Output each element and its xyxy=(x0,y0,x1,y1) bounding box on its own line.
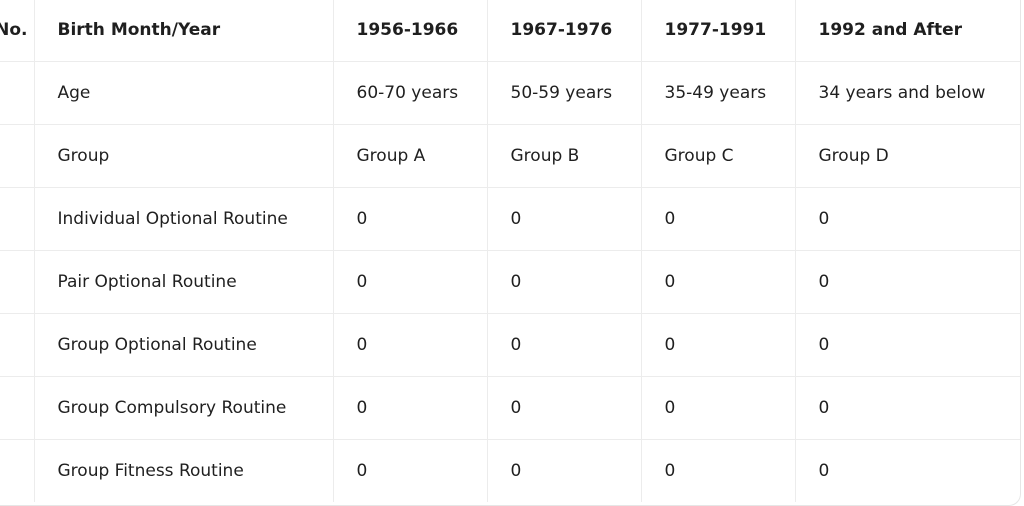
table-cell: 0 xyxy=(641,187,796,251)
row-label: Individual Optional Routine xyxy=(34,187,334,251)
table-cell: 0 xyxy=(487,439,642,502)
table-cell: Group B xyxy=(487,124,642,188)
table-cell: Group D xyxy=(795,124,1020,188)
table-cell: 0 xyxy=(795,187,1020,251)
table-cell: 0 xyxy=(333,439,488,502)
row-label: Group Optional Routine xyxy=(34,313,334,377)
table-cell xyxy=(0,124,35,188)
table-cell xyxy=(0,439,35,502)
table-cell: 0 xyxy=(487,376,642,440)
table-cell: 0 xyxy=(487,313,642,377)
column-header: Birth Month/Year xyxy=(34,0,334,62)
table-cell: 0 xyxy=(795,376,1020,440)
row-label: Group Compulsory Routine xyxy=(34,376,334,440)
column-header: 1967-1976 xyxy=(487,0,642,62)
table-cell: 0 xyxy=(487,187,642,251)
table-cell: Group C xyxy=(641,124,796,188)
table-row: Group Group A Group B Group C Group D xyxy=(0,124,1020,188)
table-row: Individual Optional Routine 0 0 0 0 xyxy=(0,187,1020,251)
table-row: Pair Optional Routine 0 0 0 0 xyxy=(0,250,1020,314)
table-cell: 0 xyxy=(795,313,1020,377)
table-cell: 50-59 years xyxy=(487,61,642,125)
table-cell: 0 xyxy=(333,250,488,314)
row-label: Age xyxy=(34,61,334,125)
table-cell: 34 years and below xyxy=(795,61,1020,125)
column-header: 1992 and After xyxy=(795,0,1020,62)
table-cell xyxy=(0,61,35,125)
table-cell: 0 xyxy=(641,313,796,377)
table-cell xyxy=(0,313,35,377)
table-cell xyxy=(0,376,35,440)
table-cell: 60-70 years xyxy=(333,61,488,125)
row-label: Group Fitness Routine xyxy=(34,439,334,502)
table-cell: 0 xyxy=(641,250,796,314)
table-cell: 0 xyxy=(333,313,488,377)
row-label: Group xyxy=(34,124,334,188)
table-cell: 0 xyxy=(641,376,796,440)
table-cell: 0 xyxy=(333,376,488,440)
table-cell: 0 xyxy=(795,250,1020,314)
table-cell: 0 xyxy=(641,439,796,502)
table-row: Age 60-70 years 50-59 years 35-49 years 34 y… xyxy=(0,61,1020,125)
table-cell: 0 xyxy=(487,250,642,314)
row-label: Pair Optional Routine xyxy=(34,250,334,314)
column-header: 1956-1966 xyxy=(333,0,488,62)
table-cell: 35-49 years xyxy=(641,61,796,125)
table-cell: Group A xyxy=(333,124,488,188)
column-header: No. xyxy=(0,0,35,62)
table-row: Group Optional Routine 0 0 0 0 xyxy=(0,313,1020,377)
table-row: Group Compulsory Routine 0 0 0 0 xyxy=(0,376,1020,440)
table-cell xyxy=(0,250,35,314)
table-cell xyxy=(0,187,35,251)
header-row: No.Birth Month/Year1956-19661967-1976197… xyxy=(0,0,1020,62)
table-cell: 0 xyxy=(333,187,488,251)
table-cell: 0 xyxy=(818,461,830,481)
column-header: 1977-1991 xyxy=(641,0,796,62)
table-row: Group Fitness Routine 0 0 0 0 xyxy=(0,439,1020,502)
